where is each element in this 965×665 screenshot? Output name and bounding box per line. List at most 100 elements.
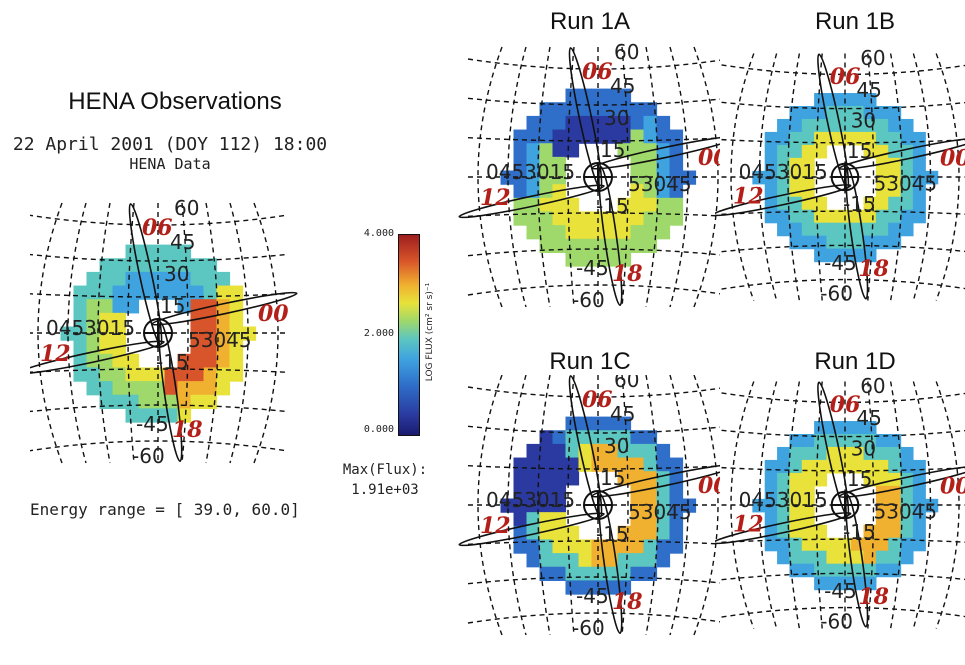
flux-cell — [875, 105, 889, 120]
flux-cell — [99, 299, 114, 314]
flux-cell — [900, 157, 914, 172]
flux-cell — [777, 170, 791, 185]
flux-cell — [112, 381, 127, 396]
flux-cell — [630, 211, 645, 226]
grid-meridian — [669, 375, 689, 636]
flux-cell — [912, 196, 926, 211]
flux-cell — [138, 408, 153, 423]
flux-cell — [578, 225, 593, 240]
flux-cell — [669, 484, 684, 500]
flux-cell — [888, 511, 902, 526]
field-line-south — [598, 165, 623, 306]
run1d-map: 60 45 30 15 -15 -45 -60 0453015 53045 06 00 12 18 — [715, 375, 965, 634]
grid-parallel — [721, 392, 965, 404]
mlt-label-06: 06 — [830, 64, 861, 90]
flux-cell — [73, 326, 88, 341]
flux-cell — [777, 131, 791, 146]
flux-cell — [604, 129, 619, 144]
flux-cell — [888, 550, 902, 565]
flux-cell — [777, 472, 791, 487]
flux-cell — [73, 367, 88, 382]
flux-cell — [216, 353, 231, 369]
flux-cell — [875, 433, 889, 448]
flux-cell — [851, 118, 865, 133]
flux-cell — [630, 512, 645, 527]
flux-cell — [630, 430, 645, 445]
colorbar-tick-top: 4.000 — [363, 228, 394, 239]
flux-cell — [138, 244, 153, 259]
flux-cell — [565, 238, 580, 253]
flux-cell — [630, 156, 645, 172]
flux-cell — [513, 539, 528, 554]
field-line-west — [715, 511, 852, 545]
max-flux-label: Max(Flux): — [342, 462, 428, 478]
flux-cell — [565, 443, 580, 459]
flux-cell — [656, 553, 671, 568]
flux-cell — [814, 248, 828, 263]
flux-cell — [801, 209, 815, 224]
grid-meridian — [181, 202, 189, 464]
flux-cell — [643, 238, 658, 253]
flux-cell — [112, 258, 127, 273]
grid-meridian — [935, 53, 960, 301]
grid-parallel — [721, 572, 965, 581]
mlt-label-06: 06 — [582, 59, 613, 85]
lat-label-15: 15 — [847, 139, 872, 163]
flux-cell — [912, 485, 926, 500]
flux-cell — [216, 312, 231, 328]
flux-cell — [801, 498, 815, 513]
mlt-label-12: 12 — [733, 184, 764, 210]
lat-label-15: 15 — [600, 466, 625, 490]
flux-cell — [591, 252, 606, 267]
flux-cell — [643, 553, 658, 568]
flux-cell — [643, 539, 658, 554]
field-line-south — [845, 166, 869, 300]
flux-cell — [851, 446, 865, 461]
grid-meridian — [567, 46, 575, 308]
grid-parallel — [721, 138, 965, 144]
mlt-label-00: 00 — [698, 145, 720, 171]
flux-cell — [164, 271, 179, 287]
flux-cell — [764, 511, 778, 526]
flux-cell — [552, 211, 567, 226]
flux-cell — [912, 459, 926, 474]
run1d-layer: 60 45 30 15 -15 -45 -60 0453015 53045 06 00 12 18 — [715, 375, 965, 634]
lat-label-60: 60 — [860, 46, 885, 70]
flux-cell — [138, 381, 153, 396]
flux-cell — [578, 211, 593, 226]
flux-cell — [643, 211, 658, 226]
flux-cell — [604, 430, 619, 445]
lat-label-neg60: -60 — [572, 288, 605, 312]
flux-cell — [826, 563, 840, 578]
field-line-west — [30, 340, 165, 375]
mlt-label-06: 06 — [830, 392, 861, 418]
flux-cell — [875, 209, 889, 224]
flux-cell — [801, 222, 815, 237]
flux-cell — [875, 537, 889, 552]
lat-label-neg60: -60 — [132, 444, 165, 468]
flux-cell — [552, 553, 567, 568]
flux-cell — [900, 144, 914, 159]
grid-parallel — [721, 210, 965, 216]
flux-cell — [617, 443, 632, 459]
flux-cell — [190, 394, 205, 409]
flux-cell — [656, 197, 671, 213]
grid-meridian — [730, 53, 755, 301]
flux-cell — [552, 115, 567, 131]
flux-cell — [838, 433, 852, 448]
flux-cell — [513, 211, 528, 226]
lat-label-neg15: -15 — [843, 520, 876, 544]
flux-cell — [814, 93, 828, 107]
flux-cell — [656, 170, 671, 185]
flux-cell — [863, 105, 877, 120]
lon-label-right: 53045 — [628, 172, 692, 196]
max-flux-value: 1.91e+03 — [351, 482, 419, 498]
flux-cell — [526, 443, 541, 459]
flux-cell — [875, 550, 889, 565]
flux-cell — [888, 196, 902, 211]
flux-cell — [630, 129, 645, 144]
flux-cell — [801, 537, 815, 552]
flux-cell — [552, 143, 567, 158]
flux-cell — [86, 285, 101, 300]
grid-parallel — [721, 466, 965, 472]
